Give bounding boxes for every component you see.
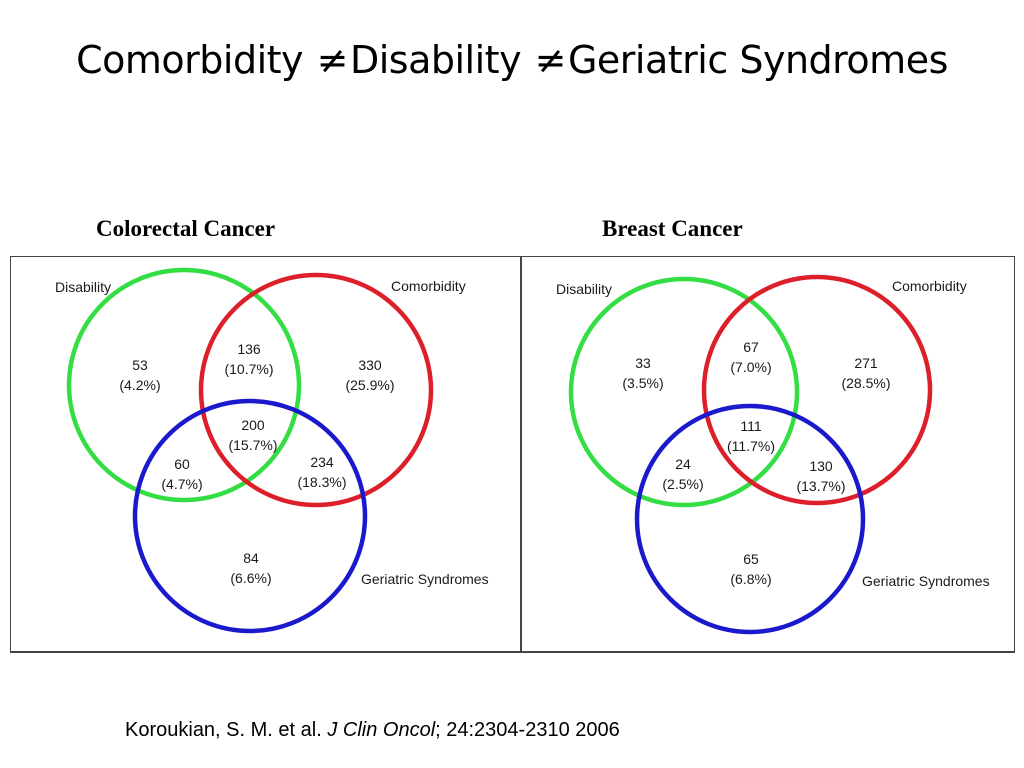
disability-only-pct: (3.5%) (622, 375, 663, 391)
disability-comorbidity-count: 136 (237, 341, 261, 357)
comorbidity-only-pct: (25.9%) (345, 377, 394, 393)
geriatric-syndromes-label: Geriatric Syndromes (361, 571, 489, 587)
title-part-disability: Disability (349, 38, 533, 82)
comorbidity-geriatric-pct: (13.7%) (796, 478, 845, 494)
breast-venn-panel: Disability Comorbidity Geriatric Syndrom… (521, 256, 1015, 653)
all-three-count: 200 (241, 417, 265, 433)
citation-details: ; 24:2304-2310 2006 (435, 719, 620, 741)
not-equal-symbol: ≠ (316, 38, 349, 82)
not-equal-symbol: ≠ (534, 38, 567, 82)
geriatric-syndromes-circle (132, 398, 368, 634)
title-part-geriatric: Geriatric Syndromes (567, 38, 948, 82)
all-three-pct: (15.7%) (228, 437, 277, 453)
disability-only-count: 53 (132, 357, 148, 373)
colorectal-venn-diagram: Disability Comorbidity Geriatric Syndrom… (55, 267, 489, 634)
comorbidity-geriatric-count: 234 (310, 454, 334, 470)
colorectal-venn-panel: Disability Comorbidity Geriatric Syndrom… (10, 256, 521, 653)
comorbidity-only-pct: (28.5%) (841, 375, 890, 391)
breast-venn-diagram: Disability Comorbidity Geriatric Syndrom… (556, 274, 990, 635)
comorbidity-circle (198, 272, 434, 508)
citation-journal: J Clin Oncol (327, 719, 436, 741)
citation-authors: Koroukian, S. M. et al. (125, 719, 328, 741)
disability-comorbidity-count: 67 (743, 339, 759, 355)
disability-geriatric-pct: (2.5%) (662, 476, 703, 492)
comorbidity-only-count: 330 (358, 357, 382, 373)
all-three-count: 111 (740, 418, 761, 434)
geriatric-syndromes-circle (634, 403, 866, 635)
disability-label: Disability (556, 281, 612, 297)
geriatric-only-pct: (6.6%) (230, 570, 271, 586)
disability-comorbidity-pct: (7.0%) (730, 359, 771, 375)
disability-comorbidity-pct: (10.7%) (224, 361, 273, 377)
title-part-comorbidity: Comorbidity (76, 38, 315, 82)
comorbidity-circle (701, 274, 933, 506)
all-three-pct: (11.7%) (727, 438, 775, 454)
comorbidity-geriatric-count: 130 (809, 458, 833, 474)
disability-label: Disability (55, 279, 111, 295)
disability-only-pct: (4.2%) (119, 377, 160, 393)
geriatric-only-count: 84 (243, 550, 259, 566)
disability-geriatric-pct: (4.7%) (161, 476, 202, 492)
geriatric-only-pct: (6.8%) (730, 571, 771, 587)
disability-circle (568, 276, 800, 508)
comorbidity-geriatric-pct: (18.3%) (297, 474, 346, 490)
disability-geriatric-count: 24 (675, 456, 691, 472)
disability-circle (66, 267, 302, 503)
comorbidity-only-count: 271 (854, 355, 878, 371)
comorbidity-label: Comorbidity (391, 278, 466, 294)
disability-geriatric-count: 60 (174, 456, 190, 472)
disability-only-count: 33 (635, 355, 651, 371)
colorectal-cancer-title: Colorectal Cancer (96, 216, 276, 241)
citation: Koroukian, S. M. et al. J Clin Oncol; 24… (125, 719, 620, 742)
breast-cancer-title: Breast Cancer (602, 216, 743, 241)
geriatric-syndromes-label: Geriatric Syndromes (862, 573, 990, 589)
comorbidity-label: Comorbidity (892, 278, 967, 294)
geriatric-only-count: 65 (743, 551, 759, 567)
slide-title: Comorbidity ≠Disability ≠Geriatric Syndr… (0, 38, 1024, 82)
